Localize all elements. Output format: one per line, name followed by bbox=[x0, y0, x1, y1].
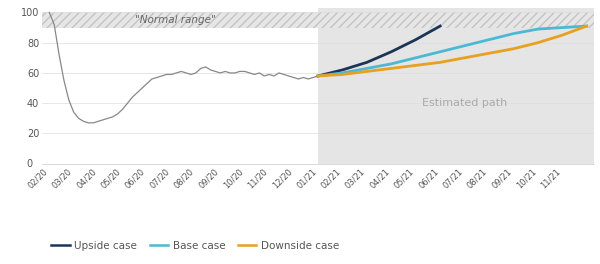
Legend: Upside case, Base case, Downside case: Upside case, Base case, Downside case bbox=[47, 237, 343, 255]
Text: "Normal range": "Normal range" bbox=[135, 15, 215, 25]
Text: Estimated path: Estimated path bbox=[422, 98, 507, 108]
Bar bbox=[42, 12, 594, 27]
Bar bbox=[318, 8, 594, 164]
Text: 0: 0 bbox=[26, 159, 32, 169]
